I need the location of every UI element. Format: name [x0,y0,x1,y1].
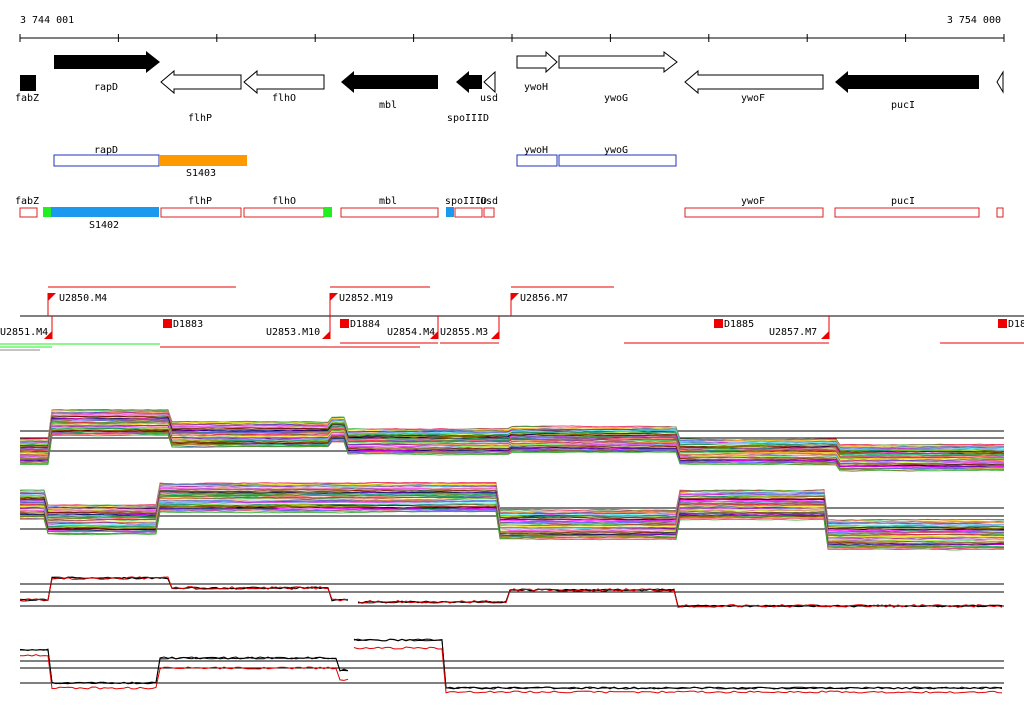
gene-ywoF-arrow[interactable] [684,69,824,95]
marker-D1884[interactable] [340,319,349,328]
marker-D1885[interactable] [714,319,723,328]
operon-spoIIID[interactable] [454,207,483,218]
operon-label-fabZ: fabZ [15,196,39,207]
operon-spoIIID-blue[interactable] [446,207,454,217]
expression-tracks [19,408,1005,694]
gene-pucI-arrow[interactable] [835,71,979,93]
gene-label-usd: usd [480,93,498,104]
transcript-track: rapD S1403 ywoH ywoG [53,145,677,179]
operon-label-mbl: mbl [379,196,397,207]
reg-U2854-M4[interactable]: U2854.M4 [387,327,435,338]
gene-label-rapD: rapD [94,82,118,93]
expression-panel-1 [19,408,1005,472]
reg-D18[interactable]: D18 [1008,319,1024,330]
operon-fabZ[interactable] [19,207,38,218]
marker-D1883[interactable] [163,319,172,328]
expression-panel-4 [19,638,1004,694]
reg-U2851-M4[interactable]: U2851.M4 [0,327,48,338]
operon-usd[interactable] [483,207,495,218]
gene-track: fabZ rapD flhP flhO mbl spoIIID usd ywoH… [15,50,1004,124]
ruler-ticks [19,34,1005,42]
operon-pucI[interactable] [834,207,980,218]
gene-label-spoIIID: spoIIID [447,113,489,124]
gene-label-ywoG: ywoG [604,93,628,104]
gene-ywoG-arrow[interactable] [558,50,678,74]
gene-label-mbl: mbl [379,100,397,111]
gene-label-fabZ: fabZ [15,93,39,104]
gene-label-flhP: flhP [188,113,212,124]
gene-label-pucI: pucI [891,100,915,111]
transcript-ywoG[interactable] [558,154,677,167]
gene-label-ywoF: ywoF [741,93,765,104]
operon-ywoF[interactable] [684,207,824,218]
transcript-S1403[interactable] [159,155,247,166]
coord-start: 3 744 001 [20,15,74,26]
operon-flhO[interactable] [243,207,325,218]
operon-partial[interactable] [996,207,1004,218]
gene-rapD-arrow[interactable] [54,51,160,73]
gene-partial-arrow[interactable] [996,70,1004,94]
transcript-rapD[interactable] [53,154,160,167]
expression-panel-3 [19,576,1004,609]
operon-green-start[interactable] [43,207,51,217]
operon-green-end[interactable] [324,207,332,217]
reg-D1884[interactable]: D1884 [350,319,380,330]
reg-U2853-M10[interactable]: U2853.M10 [266,327,320,338]
reg-U2855-M3[interactable]: U2855.M3 [440,327,488,338]
gene-mbl-arrow[interactable] [341,71,438,93]
operon-flhP[interactable] [160,207,242,218]
reg-U2856-M7[interactable]: U2856.M7 [520,293,568,304]
marker-D18[interactable] [998,319,1007,328]
operon-label-pucI: pucI [891,196,915,207]
regulation-track: U2850.M4 U2852.M19 U2856.M7 U2851.M4 D18… [0,286,1024,351]
operon-label-usd: usd [480,196,498,207]
reg-U2857-M7[interactable]: U2857.M7 [769,327,817,338]
reg-D1885[interactable]: D1885 [724,319,754,330]
gene-flhO-arrow[interactable] [243,69,325,95]
coordinate-ruler: 3 744 001 3 754 000 [19,15,1005,42]
gene-spoIIID-arrow[interactable] [456,71,482,93]
operon-S1402[interactable] [51,207,159,217]
transcript-label-S1403: S1403 [186,168,216,179]
transcript-label-ywoH: ywoH [524,145,548,156]
transcript-ywoH[interactable] [516,154,558,167]
transcript-label-rapD: rapD [94,145,118,156]
gene-ywoH-arrow[interactable] [516,50,558,74]
operon-mbl[interactable] [340,207,439,218]
reg-D1883[interactable]: D1883 [173,319,203,330]
reg-U2850-M4[interactable]: U2850.M4 [59,293,107,304]
operon-label-spoIIID: spoIIID [445,196,487,207]
gene-label-flhO: flhO [272,93,296,104]
reg-U2852-M19[interactable]: U2852.M19 [339,293,393,304]
operon-label-S1402: S1402 [89,220,119,231]
gene-label-ywoH: ywoH [524,82,548,93]
gene-usd-arrow[interactable] [483,70,496,94]
gene-fabZ-arrow[interactable] [20,75,36,91]
expression-panel-2 [19,481,1005,551]
operon-label-ywoF: ywoF [741,196,765,207]
transcript-label-ywoG: ywoG [604,145,628,156]
coord-end: 3 754 000 [947,15,1001,26]
gene-flhP-arrow[interactable] [160,69,242,95]
operon-label-flhO: flhO [272,196,296,207]
operon-label-flhP: flhP [188,196,212,207]
operon-track: fabZ S1402 flhP flhO mbl spoIIID usd ywo… [15,196,1004,231]
